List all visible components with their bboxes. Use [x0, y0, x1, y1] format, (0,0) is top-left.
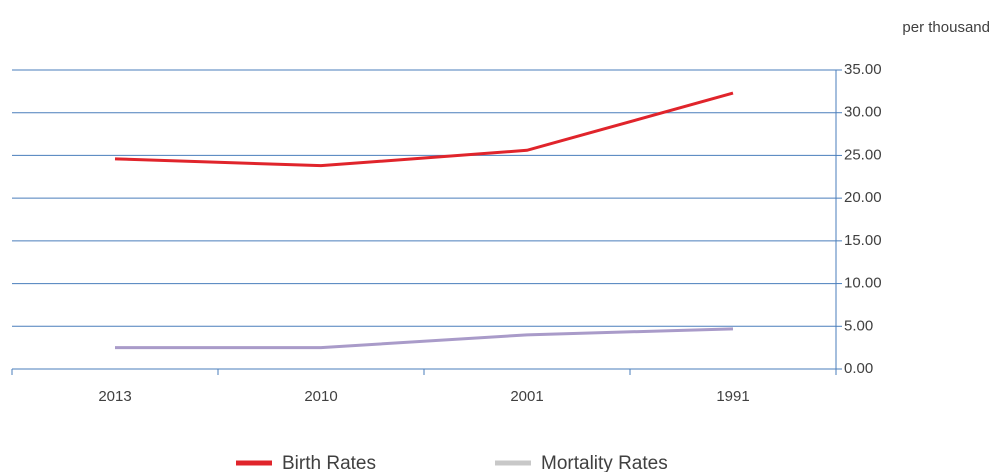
legend-label: Mortality Rates — [541, 453, 668, 472]
y-tick-label: 25.00 — [844, 146, 882, 163]
x-tick-label: 2010 — [304, 388, 337, 405]
line-series — [114, 91, 734, 168]
legend-label: Birth Rates — [282, 453, 376, 472]
y-axis-title: per thousand — [902, 19, 990, 36]
x-tick-label: 2013 — [98, 388, 131, 405]
y-tick-label: 30.00 — [844, 104, 882, 121]
y-tick-label: 15.00 — [844, 232, 882, 249]
y-tick-label: 0.00 — [844, 360, 873, 377]
x-tick-label: 2001 — [510, 388, 543, 405]
y-tick-label: 35.00 — [844, 61, 882, 78]
y-tick-label: 5.00 — [844, 317, 873, 334]
x-tick-label: 1991 — [716, 388, 749, 405]
line-series — [115, 327, 734, 350]
y-tick-label: 10.00 — [844, 275, 882, 292]
y-tick-label: 20.00 — [844, 189, 882, 206]
